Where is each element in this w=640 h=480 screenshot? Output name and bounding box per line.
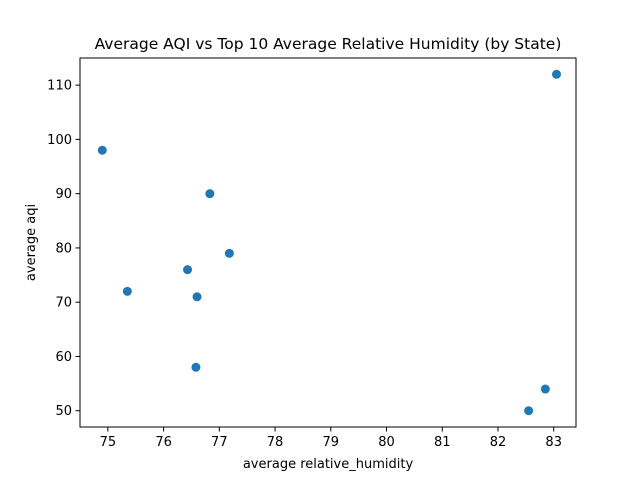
x-tick-label: 80 (378, 435, 395, 450)
y-tick-label: 90 (55, 187, 72, 202)
y-tick-label: 100 (47, 133, 72, 148)
x-tick-label: 78 (267, 435, 284, 450)
x-tick-label: 81 (434, 435, 451, 450)
plot-area (97, 69, 561, 416)
x-tick-label: 83 (545, 435, 562, 450)
scatter-point (224, 248, 234, 258)
axes-frame (79, 57, 577, 428)
x-axis-label: average relative_humidity (243, 457, 414, 472)
scatter-point (540, 384, 550, 394)
y-tick-label: 60 (55, 350, 72, 365)
scatter-point (183, 265, 193, 275)
scatter-point (191, 362, 201, 372)
x-axis: 75 76 77 78 79 80 81 82 83 (100, 427, 562, 450)
x-tick-label: 75 (100, 435, 117, 450)
scatter-point (205, 189, 215, 199)
x-tick-label: 79 (323, 435, 340, 450)
y-tick-label: 70 (55, 296, 72, 311)
x-tick-label: 76 (155, 435, 172, 450)
x-tick-label: 77 (211, 435, 228, 450)
y-tick-label: 50 (55, 404, 72, 419)
scatter-point (192, 292, 202, 302)
y-tick-label: 80 (55, 241, 72, 256)
scatter-point (122, 286, 132, 296)
y-tick-label: 110 (47, 79, 72, 94)
scatter-point (551, 69, 561, 79)
chart-title: Average AQI vs Top 10 Average Relative H… (95, 35, 562, 53)
scatter-point (97, 145, 107, 155)
scatter-point (524, 406, 534, 416)
y-axis: 50 60 70 80 90 100 110 (47, 79, 80, 419)
x-tick-label: 82 (490, 435, 507, 450)
y-axis-label: average aqi (24, 204, 39, 281)
